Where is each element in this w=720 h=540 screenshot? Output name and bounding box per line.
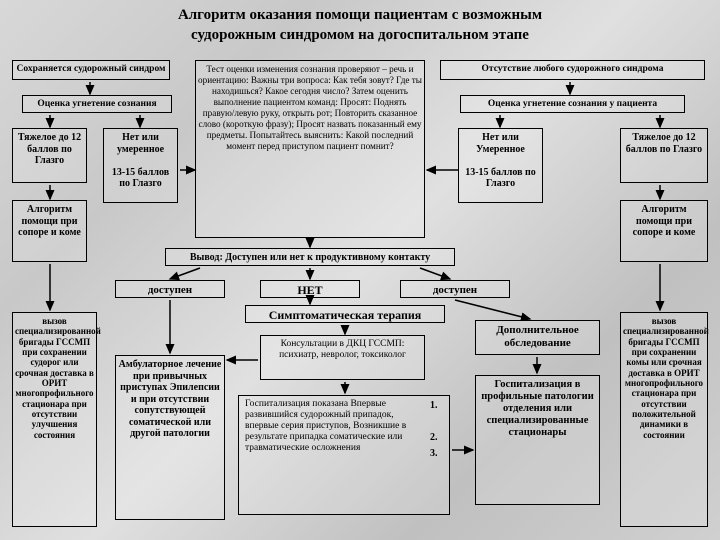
title-line1: Алгоритм оказания помощи пациентам с воз… [178, 7, 542, 23]
box-moderate-left: Нет или умеренное 13-15 баллов по Глазго [103, 128, 178, 203]
title-line2: судорожным синдромом на догоспитальном э… [191, 27, 529, 43]
box-severe-right: Тяжелое до 12 баллов по Глазго [620, 128, 708, 183]
box-algo-right: Алгоритм помощи при сопоре и коме [620, 200, 708, 262]
box-gosp: Госпитализация показана Впервые развивши… [238, 395, 450, 515]
mod-left-a: Нет или умеренное [117, 132, 164, 155]
box-center-test: Тест оценки изменения сознания проверяют… [195, 60, 425, 238]
box-vyvod: Вывод: Доступен или нет к продуктивному … [165, 248, 455, 266]
box-moderate-right: Нет или Умеренное 13-15 баллов по Глазго [458, 128, 543, 203]
box-sym: Симптоматическая терапия [245, 305, 445, 323]
box-left-long: вызов специализированной бригады ГССМП п… [12, 312, 97, 527]
box-assess-right: Оценка угнетение сознания у пациента [460, 95, 685, 113]
box-right-long: вызов специализированной бригады ГССМП п… [620, 312, 708, 527]
box-amb: Амбулаторное лечение при привычных прист… [115, 355, 225, 520]
box-dostupen-right: доступен [400, 280, 510, 298]
box-dostupen-left: доступен [115, 280, 225, 298]
box-kons: Консультации в ДКЦ ГССМП: психиатр, невр… [260, 335, 425, 380]
box-algo-left: Алгоритм помощи при сопоре и коме [12, 200, 87, 262]
box-severe-left: Тяжелое до 12 баллов по Глазго [12, 128, 87, 183]
box-gosp2: Госпитализация в профильные патологии от… [475, 375, 600, 505]
gosp-nums: 1. 2. 3. [430, 398, 448, 462]
gosp-text: Госпитализация показана Впервые развивши… [245, 399, 406, 453]
box-dop: Дополнительное обследование [475, 320, 600, 355]
mod-right-a: Нет или Умеренное [476, 132, 525, 155]
box-absence-syndrome: Отсутствие любого судорожного синдрома [440, 60, 705, 80]
mod-right-b: 13-15 баллов по Глазго [465, 167, 536, 190]
mod-left-b: 13-15 баллов по Глазго [112, 167, 169, 190]
box-net: НЕТ [260, 280, 360, 298]
box-assess-left: Оценка угнетение сознания [22, 95, 172, 113]
box-preserve-syndrome: Сохраняется судорожный синдром [12, 60, 170, 80]
